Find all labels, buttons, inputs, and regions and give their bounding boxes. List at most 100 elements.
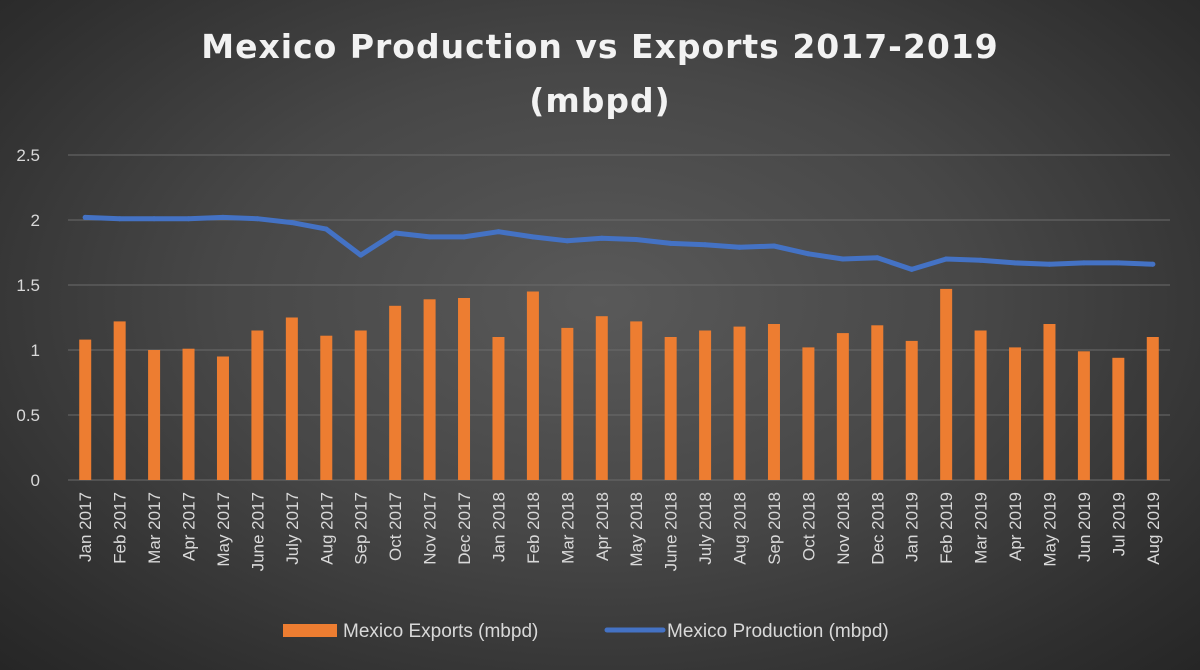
production-point <box>633 237 639 242</box>
exports-bar <box>1077 351 1090 480</box>
production-point <box>495 229 501 235</box>
production-point <box>599 235 605 241</box>
y-tick-label: 2.5 <box>16 146 40 165</box>
exports-bar <box>974 330 987 480</box>
y-tick-label: 1 <box>31 341 40 360</box>
x-tick-label: Jan 2017 <box>76 492 95 562</box>
exports-bar <box>802 347 815 480</box>
x-tick-label: Feb 2017 <box>111 492 130 564</box>
production-point <box>289 220 295 226</box>
production-point <box>530 234 536 240</box>
exports-bar <box>251 330 264 480</box>
production-point <box>978 257 984 263</box>
exports-bar <box>630 321 643 480</box>
production-point <box>186 216 192 222</box>
x-tick-label: Mar 2017 <box>145 492 164 564</box>
exports-bar <box>664 337 677 480</box>
production-point <box>254 216 260 222</box>
x-tick-label: Apr 2018 <box>593 492 612 561</box>
legend-production-label: Mexico Production (mbpd) <box>667 621 889 642</box>
production-point <box>702 242 708 248</box>
exports-bar <box>1146 337 1159 480</box>
production-point <box>117 216 123 222</box>
x-tick-label: Jun 2019 <box>1075 492 1094 562</box>
production-point <box>461 234 467 240</box>
x-tick-label: Dec 2018 <box>868 492 887 565</box>
exports-bar <box>113 321 126 480</box>
x-tick-label: Aug 2017 <box>317 492 336 565</box>
exports-bar <box>354 330 367 480</box>
x-tick-label: Oct 2017 <box>386 492 405 561</box>
y-axis-ticks: 0 0.5 1 1.5 2 2.5 <box>16 146 40 490</box>
x-tick-label: May 2017 <box>214 492 233 567</box>
production-point <box>805 251 811 257</box>
x-tick-label: Feb 2018 <box>524 492 543 564</box>
x-tick-label: Mar 2018 <box>558 492 577 564</box>
exports-bar <box>905 340 918 480</box>
exports-bar <box>836 333 849 480</box>
exports-bar <box>1009 347 1022 480</box>
x-tick-label: Aug 2019 <box>1144 492 1163 565</box>
production-point <box>151 216 157 222</box>
exports-bar <box>1043 324 1056 480</box>
legend-exports-swatch <box>283 624 337 637</box>
production-point <box>323 226 329 232</box>
x-tick-label: Mar 2019 <box>972 492 991 564</box>
production-point <box>1012 260 1018 266</box>
production-point <box>564 238 570 244</box>
exports-bar <box>148 350 161 480</box>
x-tick-label: July 2018 <box>696 492 715 565</box>
chart-title-line2: (mbpd) <box>529 81 670 120</box>
x-tick-label: Oct 2018 <box>799 492 818 561</box>
production-point <box>909 266 915 272</box>
gridlines <box>68 154 1170 481</box>
exports-bar <box>1112 357 1125 480</box>
production-point <box>943 256 949 262</box>
exports-bar <box>182 348 195 480</box>
production-point <box>1115 260 1121 266</box>
x-axis-ticks: Jan 2017 Feb 2017 Mar 2017 Apr 2017 May 2017… <box>76 492 1163 571</box>
exports-bar <box>595 316 608 480</box>
exports-bar <box>285 317 298 480</box>
exports-bar <box>767 324 780 480</box>
x-tick-label: Jan 2019 <box>903 492 922 562</box>
production-series-line <box>82 214 1156 272</box>
production-point <box>427 234 433 240</box>
x-tick-label: Jul 2019 <box>1109 492 1128 556</box>
production-point <box>220 214 226 220</box>
x-tick-label: May 2018 <box>627 492 646 567</box>
x-tick-label: Apr 2017 <box>180 492 199 561</box>
x-tick-label: Aug 2018 <box>731 492 750 565</box>
production-point <box>1150 261 1156 267</box>
x-tick-label: Jan 2018 <box>490 492 509 562</box>
chart-title-line1: Mexico Production vs Exports 2017-2019 <box>201 27 998 66</box>
production-point <box>771 243 777 249</box>
x-tick-label: Nov 2017 <box>421 492 440 565</box>
exports-bar <box>79 339 92 480</box>
exports-bar <box>733 326 746 480</box>
x-tick-label: Sep 2018 <box>765 492 784 565</box>
exports-bar <box>423 299 436 480</box>
production-point <box>737 244 743 250</box>
production-point <box>1081 260 1087 266</box>
exports-bar <box>216 356 229 480</box>
x-tick-label: July 2017 <box>283 492 302 565</box>
production-point <box>1046 261 1052 267</box>
exports-bar <box>699 330 712 480</box>
exports-bar <box>492 337 505 480</box>
x-tick-label: May 2019 <box>1041 492 1060 567</box>
y-tick-label: 0.5 <box>16 406 40 425</box>
x-tick-label: Feb 2019 <box>937 492 956 564</box>
legend: Mexico Exports (mbpd) Mexico Production … <box>283 621 889 642</box>
exports-bar <box>871 325 884 480</box>
production-point <box>874 255 880 261</box>
production-point <box>840 256 846 262</box>
production-point <box>82 214 88 220</box>
exports-bars <box>79 288 1159 480</box>
x-tick-label: Nov 2018 <box>834 492 853 565</box>
y-tick-label: 1.5 <box>16 276 40 295</box>
exports-bar <box>320 335 333 480</box>
y-tick-label: 0 <box>31 471 40 490</box>
x-tick-label: June 2018 <box>662 492 681 571</box>
